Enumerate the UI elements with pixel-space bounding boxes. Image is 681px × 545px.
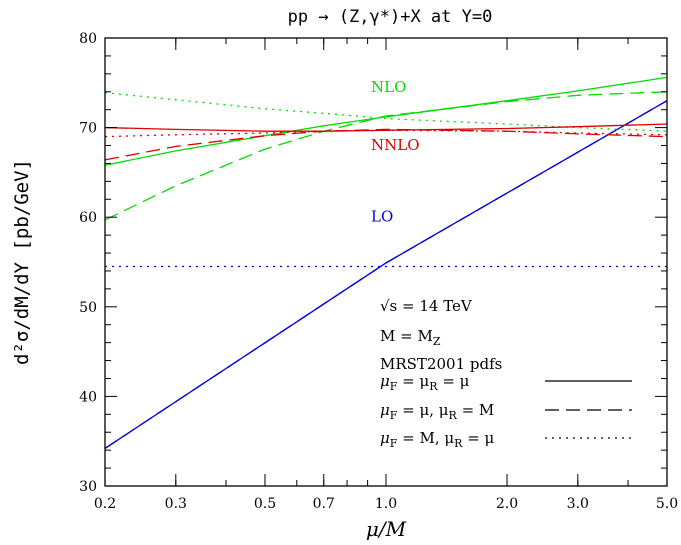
annotation-mass-text: M = M	[380, 327, 433, 345]
legend-text-part: = μ	[462, 429, 494, 447]
y-tick-label: 40	[79, 389, 97, 405]
curve-label-lo: LO	[371, 208, 393, 226]
y-tick-label: 60	[79, 210, 97, 226]
y-tick-label: 80	[79, 31, 97, 47]
series-nnlo-dotted	[104, 129, 668, 138]
legend-text-part: = μ, μ	[397, 401, 448, 419]
series-nlo-solid	[104, 76, 668, 166]
curve-label-layer: NLO NNLO LO	[371, 78, 420, 226]
series-nnlo-dashed	[104, 128, 668, 161]
series-nlo-dotted	[104, 92, 668, 132]
annotation-pdfs: MRST2001 pdfs	[380, 355, 502, 373]
x-tick-label: 2.0	[496, 496, 518, 512]
annotation-mass-sub: Z	[433, 335, 441, 348]
x-tick-label: 3.0	[567, 496, 589, 512]
legend-text-part: R	[429, 380, 438, 393]
legend-text-part: F	[390, 380, 398, 393]
x-tick-label: 5.0	[656, 496, 678, 512]
legend-text-part: = M	[457, 401, 494, 419]
legend-entry-solid: μF = μR = μ	[380, 372, 632, 393]
x-axis-label: μ/M	[366, 517, 407, 541]
x-tick-label: 1.0	[375, 496, 397, 512]
series-lo-dashed	[104, 100, 668, 449]
y-tick-label: 50	[79, 300, 97, 316]
curve-label-nnlo: NNLO	[371, 136, 420, 154]
legend-text-part: = M, μ	[397, 429, 454, 447]
curve-label-nlo: NLO	[371, 78, 406, 96]
chart-title: pp → (Z,γ*)+X at Y=0	[288, 7, 493, 27]
x-tick-label: 0.2	[94, 496, 116, 512]
legend-entry-dashed: μF = μ, μR = M	[380, 401, 632, 422]
x-ticks: 0.2 0.3 0.5 0.7 1.0 2.0 3.0 5.0	[94, 38, 678, 512]
y-ticks: 30 40 50 60 70 80	[79, 31, 667, 495]
legend-text-part: R	[449, 409, 458, 422]
legend-entry-label: μF = μR = μ	[380, 372, 470, 393]
x-tick-label: 0.3	[165, 496, 187, 512]
series-nlo-dashed	[104, 91, 668, 221]
legend-text-part: μ	[380, 372, 390, 390]
annotation-block: √s = 14 TeV M = MZ MRST2001 pdfs	[380, 297, 502, 373]
legend-text-part: F	[390, 409, 398, 422]
legend-text-part: = μ	[438, 372, 470, 390]
legend: μF = μR = μμF = μ, μR = MμF = M, μR = μ	[380, 372, 632, 450]
series-nnlo-solid	[104, 123, 668, 132]
legend-entry-label: μF = μ, μR = M	[380, 401, 494, 422]
legend-entry-dotted: μF = M, μR = μ	[380, 429, 632, 450]
legend-text-part: = μ	[397, 372, 429, 390]
annotation-energy: √s = 14 TeV	[380, 297, 473, 315]
legend-text-part: F	[390, 437, 398, 450]
series-layer	[104, 76, 668, 449]
y-tick-label: 30	[79, 479, 97, 495]
legend-text-part: R	[454, 437, 463, 450]
legend-entry-label: μF = M, μR = μ	[380, 429, 495, 450]
legend-text-part: μ	[380, 429, 390, 447]
x-tick-label: 0.5	[254, 496, 276, 512]
annotation-mass: M = MZ	[380, 327, 441, 348]
y-axis-label: d²σ/dM/dY [pb/GeV]	[11, 159, 33, 365]
legend-text-part: μ	[380, 401, 390, 419]
x-tick-label: 0.7	[313, 496, 335, 512]
y-tick-label: 70	[79, 121, 97, 137]
